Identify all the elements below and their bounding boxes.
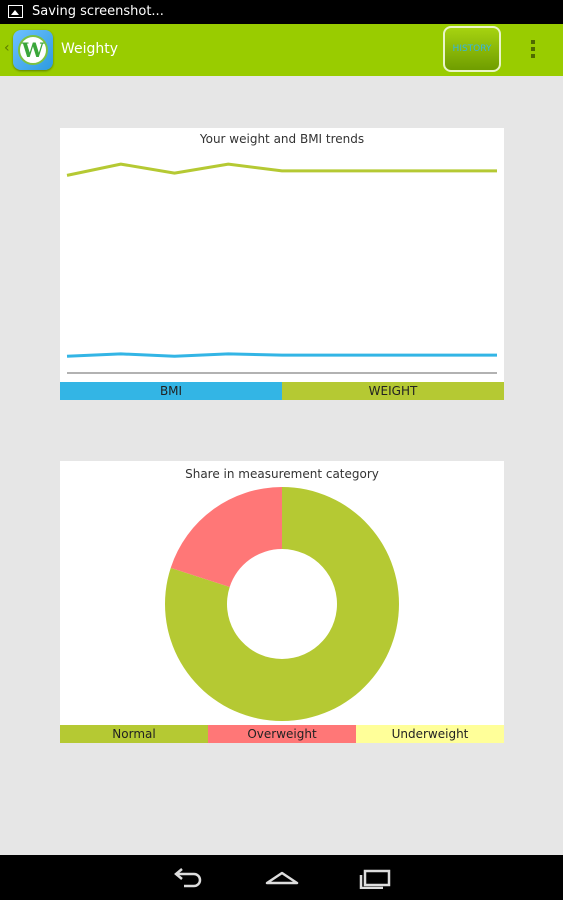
share-chart-card: Share in measurement category Normal Ove… (60, 461, 504, 743)
logo-ring (18, 35, 48, 65)
up-caret-icon[interactable]: ‹ (4, 40, 10, 56)
share-donut-chart (165, 487, 399, 721)
overflow-menu-icon[interactable] (526, 38, 540, 62)
trend-legend: BMI WEIGHT (60, 382, 504, 400)
logo-letter: W (21, 38, 45, 62)
home-icon[interactable] (264, 867, 300, 889)
legend-overweight: Overweight (208, 725, 356, 743)
share-legend: Normal Overweight Underweight (60, 725, 504, 743)
share-chart-title: Share in measurement category (185, 467, 379, 481)
legend-bmi: BMI (60, 382, 282, 400)
status-text: Saving screenshot... (32, 4, 164, 19)
app-logo[interactable]: W (13, 30, 53, 70)
series-line-weight (66, 162, 497, 177)
recent-apps-icon[interactable] (357, 867, 393, 889)
trend-chart-card: Your weight and BMI trends BMI WEIGHT (60, 128, 504, 400)
legend-weight: WEIGHT (282, 382, 504, 400)
series-line-bmi (66, 352, 497, 358)
trend-chart (66, 162, 497, 374)
donut-slice-normal (165, 487, 399, 721)
legend-normal: Normal (60, 725, 208, 743)
back-icon[interactable] (172, 867, 208, 889)
status-bar: Saving screenshot... (0, 0, 563, 24)
trend-chart-title: Your weight and BMI trends (199, 132, 365, 146)
navigation-bar (0, 855, 563, 900)
screenshot-icon (8, 5, 23, 18)
history-button[interactable]: HISTORY (443, 26, 501, 72)
donut-slice-overweight (170, 487, 282, 588)
action-bar: ‹ W Weighty HISTORY (0, 24, 563, 76)
legend-underweight: Underweight (356, 725, 504, 743)
app-title: Weighty (61, 41, 119, 57)
